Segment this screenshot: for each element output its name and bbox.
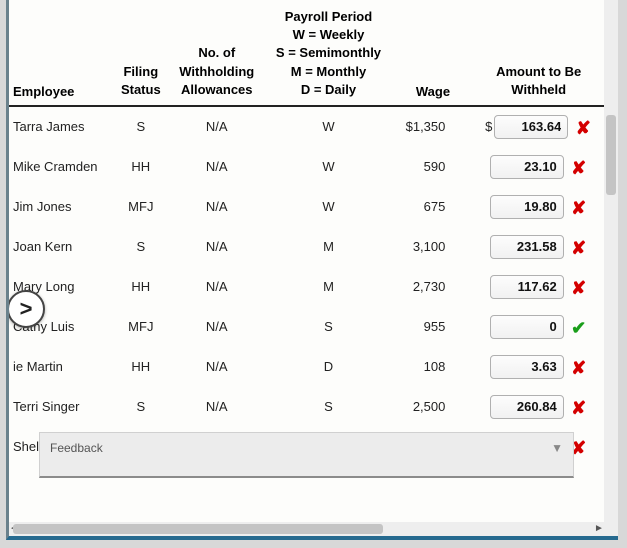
col-withheld: Amount to BeWithheld (473, 6, 604, 106)
cell-filing-status: S (113, 387, 170, 427)
nav-next-button[interactable]: > (7, 290, 45, 328)
cell-period: S (264, 307, 392, 347)
table-row: Terri SingerSN/AS2,500✘ (9, 387, 604, 427)
cell-allowances: N/A (169, 347, 264, 387)
check-icon: ✔ (570, 319, 588, 337)
table-row: Joan KernSN/AM3,100 ✘ (9, 227, 604, 267)
feedback-collapse-icon[interactable]: ▼ (551, 441, 563, 455)
col-allowances: No. ofWithholdingAllowances (169, 6, 264, 106)
x-icon: ✘ (574, 119, 592, 137)
cell-allowances: N/A (169, 147, 264, 187)
scroll-right-arrow-icon[interactable]: ► (592, 522, 606, 536)
x-icon: ✘ (570, 239, 588, 257)
app-frame: Employee FilingStatus No. ofWithholdingA… (6, 0, 618, 540)
cell-wage: $1,350 (393, 106, 474, 147)
cell-period: W (264, 147, 392, 187)
cell-employee: Joan Kern (9, 227, 113, 267)
feedback-label: Feedback (50, 441, 103, 455)
table-row: Mike CramdenHHN/AW590 ✘ (9, 147, 604, 187)
cell-allowances: N/A (169, 106, 264, 147)
cell-wage: 3,100 (393, 227, 474, 267)
dollar-sign: $ (485, 119, 492, 134)
cell-period: D (264, 347, 392, 387)
cell-period: S (264, 387, 392, 427)
cell-period: W (264, 106, 392, 147)
feedback-panel[interactable]: Feedback ▼ (39, 432, 574, 478)
withheld-input[interactable] (490, 395, 564, 419)
cell-employee: Jim Jones (9, 187, 113, 227)
cell-filing-status: HH (113, 347, 170, 387)
cell-period: M (264, 267, 392, 307)
cell-filing-status: S (113, 106, 170, 147)
cell-withheld: ✘ (473, 227, 604, 267)
cell-wage: 2,730 (393, 267, 474, 307)
col-filing-status: FilingStatus (113, 6, 170, 106)
cell-period: W (264, 187, 392, 227)
cell-employee: ie Martin (9, 347, 113, 387)
col-employee: Employee (9, 6, 113, 106)
cell-withheld: ✘ (473, 347, 604, 387)
withheld-input[interactable] (490, 195, 564, 219)
cell-filing-status: S (113, 227, 170, 267)
cell-filing-status: HH (113, 147, 170, 187)
cell-withheld: ✘ (473, 387, 604, 427)
x-icon: ✘ (570, 359, 588, 377)
withheld-input[interactable] (490, 155, 564, 179)
withheld-input[interactable] (490, 355, 564, 379)
x-icon: ✘ (570, 399, 588, 417)
cell-allowances: N/A (169, 307, 264, 347)
cell-wage: 675 (393, 187, 474, 227)
x-icon: ✘ (570, 279, 588, 297)
table-row: Tarra JamesSN/AW$1,350$✘ (9, 106, 604, 147)
x-icon: ✘ (570, 199, 588, 217)
vertical-scrollbar[interactable] (604, 0, 618, 536)
content-area: Employee FilingStatus No. ofWithholdingA… (9, 0, 604, 522)
horizontal-scrollbar[interactable]: ◄ ► (9, 522, 604, 536)
payroll-table: Employee FilingStatus No. ofWithholdingA… (9, 6, 604, 467)
cell-employee: Tarra James (9, 106, 113, 147)
cell-allowances: N/A (169, 227, 264, 267)
cell-wage: 2,500 (393, 387, 474, 427)
cell-employee: Mike Cramden (9, 147, 113, 187)
withheld-input[interactable] (490, 315, 564, 339)
cell-allowances: N/A (169, 187, 264, 227)
col-wage: Wage (393, 6, 474, 106)
vertical-scrollbar-thumb[interactable] (606, 115, 616, 195)
table-row: Cathy LuisMFJN/AS955✔ (9, 307, 604, 347)
cell-withheld: ✘ (473, 187, 604, 227)
chevron-right-icon: > (20, 296, 33, 322)
cell-employee: Terri Singer (9, 387, 113, 427)
cell-wage: 955 (393, 307, 474, 347)
withheld-input[interactable] (494, 115, 568, 139)
withheld-input[interactable] (490, 275, 564, 299)
horizontal-scrollbar-thumb[interactable] (13, 524, 383, 534)
col-period: Payroll PeriodW = WeeklyS = SemimonthlyM… (264, 6, 392, 106)
cell-allowances: N/A (169, 267, 264, 307)
table-row: Mary LongHHN/AM2,730✘ (9, 267, 604, 307)
cell-withheld: ✘ (473, 267, 604, 307)
withheld-input[interactable] (490, 235, 564, 259)
cell-filing-status: MFJ (113, 187, 170, 227)
cell-period: M (264, 227, 392, 267)
cell-filing-status: MFJ (113, 307, 170, 347)
table-row: ie MartinHHN/AD108 ✘ (9, 347, 604, 387)
cell-wage: 590 (393, 147, 474, 187)
cell-withheld: ✘ (473, 147, 604, 187)
table-row: Jim JonesMFJN/AW675 ✘ (9, 187, 604, 227)
cell-filing-status: HH (113, 267, 170, 307)
cell-withheld: $✘ (473, 106, 604, 147)
x-icon: ✘ (570, 159, 588, 177)
cell-allowances: N/A (169, 387, 264, 427)
cell-withheld: ✔ (473, 307, 604, 347)
cell-wage: 108 (393, 347, 474, 387)
